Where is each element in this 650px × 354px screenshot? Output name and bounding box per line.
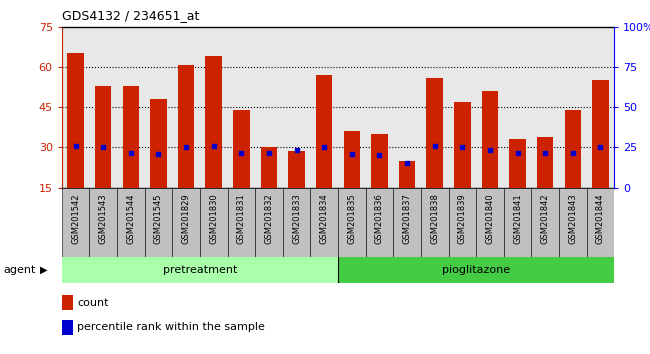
Bar: [62, 188, 90, 257]
Text: GSM201829: GSM201829: [181, 193, 190, 244]
Bar: [559, 188, 586, 257]
Bar: [227, 188, 255, 257]
Text: GSM201833: GSM201833: [292, 193, 301, 244]
Bar: [178, 65, 194, 188]
Bar: [200, 188, 227, 257]
Text: GSM201843: GSM201843: [568, 193, 577, 244]
Bar: [144, 188, 172, 257]
Bar: [95, 86, 112, 188]
Bar: [68, 53, 84, 188]
Bar: [426, 78, 443, 188]
Text: GSM201837: GSM201837: [402, 193, 411, 244]
Bar: [261, 147, 277, 188]
Text: pioglitazone: pioglitazone: [442, 265, 510, 275]
Bar: [255, 188, 283, 257]
Bar: [586, 188, 614, 257]
Bar: [283, 188, 311, 257]
Text: GSM201542: GSM201542: [71, 193, 80, 244]
Bar: [476, 188, 504, 257]
Bar: [448, 188, 476, 257]
Text: GSM201543: GSM201543: [99, 193, 108, 244]
Bar: [421, 188, 448, 257]
Bar: [371, 134, 387, 188]
Text: GSM201544: GSM201544: [126, 193, 135, 244]
Text: pretreatment: pretreatment: [162, 265, 237, 275]
Bar: [338, 257, 614, 283]
Text: GSM201842: GSM201842: [541, 193, 550, 244]
Bar: [398, 161, 415, 188]
Bar: [504, 188, 532, 257]
Text: GSM201832: GSM201832: [265, 193, 274, 244]
Bar: [365, 188, 393, 257]
Bar: [90, 188, 117, 257]
Bar: [316, 75, 332, 188]
Bar: [592, 80, 608, 188]
Bar: [343, 131, 360, 188]
Text: GSM201839: GSM201839: [458, 193, 467, 244]
Bar: [122, 86, 139, 188]
Bar: [62, 320, 73, 335]
Bar: [288, 152, 305, 188]
Text: ▶: ▶: [40, 265, 48, 275]
Bar: [482, 91, 498, 188]
Bar: [454, 102, 471, 188]
Bar: [564, 110, 581, 188]
Text: GSM201835: GSM201835: [347, 193, 356, 244]
Text: GSM201830: GSM201830: [209, 193, 218, 244]
Bar: [233, 110, 250, 188]
Bar: [311, 188, 338, 257]
Bar: [205, 56, 222, 188]
Bar: [338, 188, 365, 257]
Text: GSM201831: GSM201831: [237, 193, 246, 244]
Bar: [62, 295, 73, 310]
Text: percentile rank within the sample: percentile rank within the sample: [77, 322, 265, 332]
Text: GSM201834: GSM201834: [320, 193, 329, 244]
Text: GSM201841: GSM201841: [513, 193, 522, 244]
Text: count: count: [77, 298, 109, 308]
Text: GSM201838: GSM201838: [430, 193, 439, 244]
Bar: [393, 188, 421, 257]
Text: GDS4132 / 234651_at: GDS4132 / 234651_at: [62, 9, 199, 22]
Bar: [532, 188, 559, 257]
Text: GSM201545: GSM201545: [154, 193, 163, 244]
Bar: [537, 137, 554, 188]
Text: GSM201844: GSM201844: [596, 193, 605, 244]
Text: GSM201836: GSM201836: [375, 193, 384, 244]
Text: GSM201840: GSM201840: [486, 193, 495, 244]
Bar: [62, 257, 338, 283]
Bar: [172, 188, 200, 257]
Bar: [150, 99, 167, 188]
Text: agent: agent: [3, 265, 36, 275]
Bar: [117, 188, 144, 257]
Bar: [510, 139, 526, 188]
